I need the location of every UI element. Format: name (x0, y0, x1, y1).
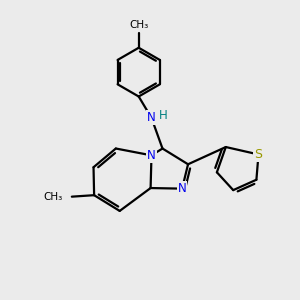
Text: H: H (158, 109, 167, 122)
Text: CH₃: CH₃ (129, 20, 148, 30)
Text: N: N (178, 182, 187, 195)
Text: N: N (147, 111, 156, 124)
Text: N: N (147, 149, 156, 162)
Text: S: S (254, 148, 262, 161)
Text: CH₃: CH₃ (44, 192, 63, 202)
